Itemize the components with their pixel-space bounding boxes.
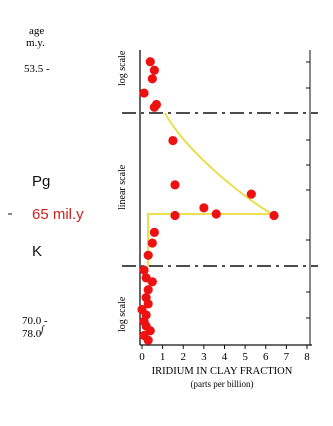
age-header-line2: m.y. [26,37,45,49]
data-point-upper [139,88,149,98]
x-axis-ticks: 0 1 2 3 4 5 6 7 8 [139,345,310,363]
boundary-age-label: 65 mil.y [32,206,84,223]
age-header-line1: age [29,25,44,37]
data-point-middle [170,210,180,221]
x-tick-label: 1 [160,351,166,363]
age-bottom-label-1: 70.0 - [22,315,48,327]
period-k-label: K [32,243,42,260]
data-point-upper [147,74,157,84]
x-tick-label: 0 [139,351,145,363]
data-point-lower [147,277,157,287]
x-tick-label: 5 [242,351,248,363]
data-point-upper [145,57,155,67]
data-point-middle [199,203,209,213]
x-tick-label: 4 [222,351,228,363]
right-axis-ticks [306,61,310,319]
data-point-upper [149,65,159,75]
x-tick-label: 2 [181,351,187,363]
x-tick-label: 6 [263,351,269,363]
iridium-trend-curve [147,112,276,266]
x-tick-label: 3 [201,351,207,363]
age-bottom-label-2: 78.0 [22,328,42,340]
data-point-middle [168,135,178,146]
data-point-upper [149,102,159,112]
x-tick-label: 7 [284,351,290,363]
data-point-middle [269,210,279,221]
x-axis-sublabel: (parts per billion) [191,379,254,389]
upper-scale-label: log scale [117,50,128,86]
data-point-middle [143,250,153,260]
x-tick-label: 8 [304,351,310,363]
data-point-middle [170,180,180,190]
age-top-label: 53.5 - [24,63,50,75]
x-axis-label: IRIDIUM IN CLAY FRACTION [152,366,293,377]
age-bottom-curl: ʃ [39,324,45,335]
data-point-middle [147,238,157,248]
data-point-lower [143,335,153,345]
period-pg-label: Pg [32,173,50,190]
data-point-lower [139,265,149,275]
data-point-lower [143,299,153,309]
data-points [137,57,279,345]
data-point-lower [143,285,153,295]
data-point-middle [149,227,159,237]
data-point-middle [246,189,256,199]
middle-scale-label: linear scale [117,164,128,210]
lower-scale-label: log scale [117,296,128,332]
data-point-middle [211,209,221,219]
